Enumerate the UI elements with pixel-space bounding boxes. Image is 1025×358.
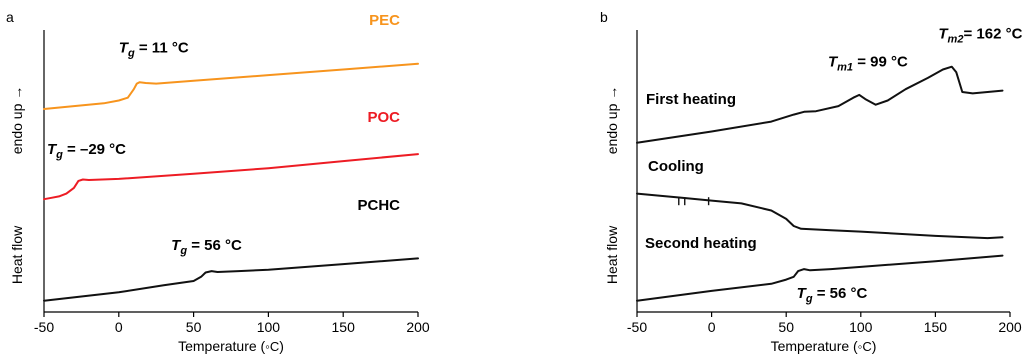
x-axis-title: Temperature (◦C) [178, 338, 284, 354]
series-line-pec [43, 62, 419, 110]
series-label: First heating [646, 91, 736, 108]
y-axis-title-top: endo up → [9, 86, 25, 155]
series-line-poc [43, 153, 419, 201]
x-tick-label: -50 [627, 319, 647, 335]
panel-a: a -50 0 50 100 150 200 Temperature (◦C) endo up … [6, 9, 430, 354]
annotation-label: Tg = 56 °C [797, 285, 868, 305]
x-tick-label: 50 [778, 319, 794, 335]
panel-label: a [6, 9, 14, 25]
panel-label: b [600, 9, 608, 25]
annotation-label: Tg = 56 °C [171, 237, 242, 257]
series-label: PCHC [357, 197, 400, 214]
x-tick-label: 100 [849, 319, 873, 335]
annotation-label: Tg = –29 °C [47, 141, 126, 161]
x-tick-label: 150 [924, 319, 948, 335]
series-line-pchc [43, 257, 419, 302]
y-axis-title-bottom: Heat flow [9, 225, 25, 284]
annotation-label: Tm1 = 99 °C [828, 54, 908, 74]
annotation-label: Tg = 11 °C [119, 40, 189, 60]
series-label: PEC [369, 12, 400, 29]
series-line-first-heating [636, 65, 1004, 144]
series-label: Second heating [645, 235, 757, 252]
x-axis-title: Temperature (◦C) [771, 338, 877, 354]
x-tick-label: 200 [998, 319, 1022, 335]
annotation-label: Tm2= 162 °C [938, 25, 1022, 45]
x-tick-label: 150 [332, 319, 356, 335]
series-line-cooling [636, 192, 1004, 240]
panel-b: b -50 0 50 100 150 200 Temperature (◦C) endo up … [600, 9, 1023, 354]
series-label: POC [367, 109, 400, 126]
x-tick-label: 200 [406, 319, 430, 335]
x-tick-label: 100 [257, 319, 281, 335]
x-tick-label: 0 [708, 319, 716, 335]
series-label: Cooling [648, 158, 704, 175]
x-tick-label: -50 [34, 319, 54, 335]
y-axis-title-top: endo up → [604, 86, 620, 155]
x-tick-label: 0 [115, 319, 123, 335]
y-axis-title-bottom: Heat flow [604, 225, 620, 284]
series-line-second-heating [636, 254, 1004, 302]
x-tick-label: 50 [186, 319, 202, 335]
